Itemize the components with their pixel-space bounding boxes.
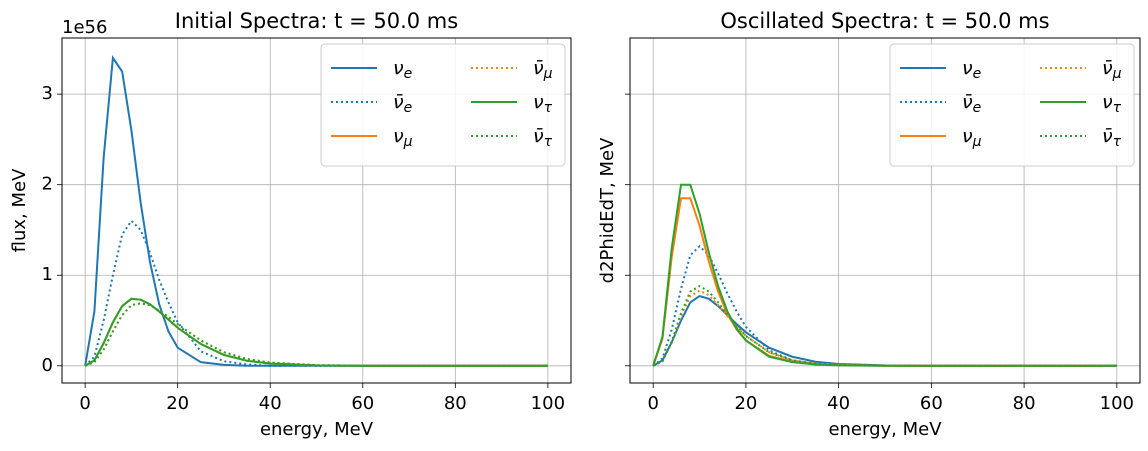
legend-label: ν̄μ [1102,57,1122,83]
legend-label: ντ [533,91,553,117]
x-tick-label: 40 [827,393,850,414]
legend-label: νμ [393,125,413,151]
offset-label: 1e56 [62,17,107,38]
x-tick-label: 20 [734,393,757,414]
x-tick-label: 20 [166,393,189,414]
legend-label: ν̄μ [533,57,553,83]
series-line [84,219,548,367]
legend-label: ντ [1102,91,1122,117]
legend-label: ν̄e [962,91,981,117]
series-line [84,302,548,367]
plot-frame [629,37,1141,384]
legend-label: ν̄τ [533,125,553,151]
legend-label: νe [962,57,981,83]
y-tick-label: 3 [42,83,53,104]
y-axis-label: d2PhidEdT, MeV [597,137,618,283]
series-line [84,297,548,367]
x-tick-label: 0 [647,393,658,414]
y-tick-label: 1 [42,264,53,285]
x-tick-label: 60 [920,393,943,414]
x-axis-label: energy, MeV [828,419,942,440]
y-tick-label: 0 [42,355,53,376]
x-tick-label: 60 [351,393,374,414]
legend-label: νe [393,57,412,83]
legend-label: ν̄τ [1102,125,1122,151]
x-tick-label: 0 [79,393,90,414]
series-line [652,244,1117,367]
series-line [652,183,1117,367]
y-axis-label: flux, MeV [9,168,30,252]
y-tick-label: 2 [42,174,53,195]
x-tick-label: 80 [1013,393,1036,414]
chart-title: Oscillated Spectra: t = 50.0 ms [720,9,1049,33]
series-line [652,294,1117,367]
x-tick-label: 80 [444,393,467,414]
chart-title: Initial Spectra: t = 50.0 ms [175,9,458,33]
legend-box [889,43,1135,167]
plot-frame [61,37,572,384]
legend-box [320,43,566,167]
x-axis-label: energy, MeV [260,419,374,440]
legend-label: νμ [962,125,982,151]
series-line [652,197,1117,367]
x-tick-label: 100 [531,393,565,414]
series-line [84,302,548,367]
x-tick-label: 100 [1100,393,1134,414]
legend-label: ν̄e [393,91,412,117]
x-tick-label: 40 [259,393,282,414]
